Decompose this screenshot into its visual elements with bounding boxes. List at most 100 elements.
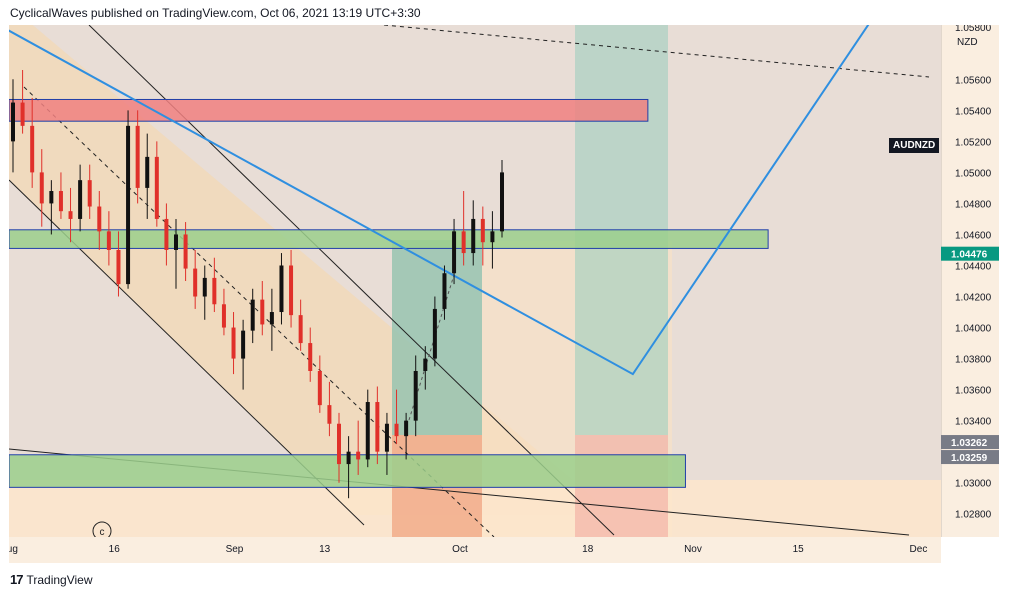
- x-tick-label: Sep: [226, 544, 244, 555]
- candle-body: [30, 125, 35, 173]
- y-tick-label: 1.03800: [955, 355, 992, 366]
- candle-body: [39, 172, 44, 204]
- candle-body: [97, 206, 102, 232]
- price-axis[interactable]: 1.05600 1.05400 1.05200 1.05000 1.04800 1.046…: [940, 23, 999, 537]
- candle-body: [346, 451, 351, 465]
- tradingview-logo-icon: 17: [10, 572, 24, 587]
- candle-body: [250, 299, 255, 331]
- chart-area[interactable]: c: [9, 25, 941, 537]
- projection-path: [9, 25, 870, 376]
- y-tick-label: 1.04200: [955, 293, 992, 304]
- x-tick-label: Oct: [452, 544, 468, 555]
- candle-body: [423, 358, 428, 371]
- candle-body: [183, 234, 188, 269]
- y-tick-label: 1.04800: [955, 199, 992, 210]
- y-tick-label: 1.02800: [955, 510, 992, 521]
- price-label: 1.03259: [951, 453, 988, 464]
- candle-body: [241, 330, 246, 359]
- candle-body: [394, 423, 399, 437]
- candle-body: [269, 312, 274, 325]
- candle-body: [289, 265, 294, 316]
- candle-body: [452, 231, 457, 274]
- candle-body: [126, 125, 131, 285]
- x-tick-label: Dec: [910, 544, 928, 555]
- candle-body: [317, 370, 322, 406]
- y-tick-label: 1.05400: [955, 106, 992, 117]
- time-axis[interactable]: Aug 16 Sep 13 Oct 18 Nov 15 Dec: [0, 537, 941, 563]
- candle-body: [490, 231, 495, 243]
- candle-body: [384, 423, 389, 452]
- candle-body: [193, 268, 198, 297]
- candle-body: [471, 218, 476, 254]
- candle-body: [337, 423, 341, 465]
- long-position-profit: [392, 240, 482, 435]
- chart-header: CyclicalWaves published on TradingView.c…: [10, 6, 421, 20]
- candle-body: [442, 273, 447, 309]
- candle-body: [279, 265, 284, 313]
- candle-body: [11, 102, 15, 142]
- candle-body: [135, 125, 140, 188]
- candle-body: [375, 402, 380, 452]
- candle-body: [58, 191, 63, 212]
- footer-brand: TradingView: [26, 572, 93, 587]
- y-ticks-layer: 1.05600 1.05400 1.05200 1.05000 1.04800 1.046…: [955, 23, 992, 521]
- zone-resistance: [9, 98, 649, 122]
- cycle-marker-icon: [92, 521, 112, 537]
- candle-body: [145, 156, 150, 188]
- price-label: 1.03262: [951, 438, 988, 449]
- candle-body: [480, 218, 485, 243]
- candle-body: [87, 180, 92, 207]
- x-ticks-layer: Aug 16 Sep 13 Oct 18 Nov 15 Dec: [0, 544, 928, 555]
- symbol-label: AUDNZD: [889, 138, 940, 153]
- price-labels-layer: 1.04476 1.03262 1.03259: [941, 246, 999, 465]
- candles-layer: [11, 69, 504, 499]
- candle-body: [164, 218, 169, 250]
- candle-body: [154, 156, 159, 219]
- candle-body: [231, 327, 236, 359]
- candle-body: [413, 370, 418, 421]
- y-tick-label-top: 1.05800: [955, 25, 992, 34]
- candle-body: [212, 277, 217, 305]
- price-label-bg: [941, 435, 999, 450]
- candle-body: [20, 102, 25, 126]
- x-tick-label: 18: [582, 544, 594, 555]
- cycle-marker-letter: c: [100, 527, 105, 537]
- y-tick-label: 1.05000: [955, 168, 992, 179]
- candle-body: [356, 451, 361, 460]
- x-tick-label: Nov: [684, 544, 702, 555]
- projection-layer: [9, 25, 870, 376]
- candle-body: [327, 405, 332, 424]
- candle-body: [500, 172, 504, 232]
- candle-body: [202, 277, 207, 297]
- x-tick-label: Aug: [9, 544, 18, 555]
- candle-body: [116, 249, 121, 285]
- candle-body: [461, 231, 466, 254]
- y-tick-label: 1.04400: [955, 261, 992, 272]
- price-label: 1.04476: [951, 250, 988, 261]
- y-tick-label: 1.05200: [955, 137, 992, 148]
- candle-body: [404, 420, 409, 437]
- y-tick-label: 1.04600: [955, 230, 992, 241]
- y-tick-label: 1.05600: [955, 75, 992, 86]
- candle-body: [49, 191, 54, 204]
- footer: 17 TradingView: [10, 572, 93, 587]
- candle-body: [432, 308, 437, 359]
- price-label-bg: [941, 450, 999, 465]
- currency-label: NZD: [957, 37, 978, 48]
- candle-body: [78, 180, 83, 219]
- x-tick-label: 16: [109, 544, 121, 555]
- y-tick-label: 1.03000: [955, 479, 992, 490]
- y-tick-label: 1.03600: [955, 386, 992, 397]
- candle-body: [174, 234, 178, 250]
- candle-body: [106, 231, 111, 250]
- chart-svg: c: [9, 25, 941, 537]
- y-tick-label: 1.03400: [955, 417, 992, 428]
- price-axis-svg: 1.05600 1.05400 1.05200 1.05000 1.04800 1.046…: [940, 23, 999, 537]
- candle-body: [68, 211, 73, 219]
- y-tick-label: 1.04000: [955, 324, 992, 335]
- time-axis-svg: Aug 16 Sep 13 Oct 18 Nov 15 Dec: [0, 544, 928, 555]
- candle-body: [298, 315, 303, 344]
- candle-body: [221, 304, 226, 328]
- x-tick-label: 13: [319, 544, 331, 555]
- price-label-bg: [941, 246, 999, 261]
